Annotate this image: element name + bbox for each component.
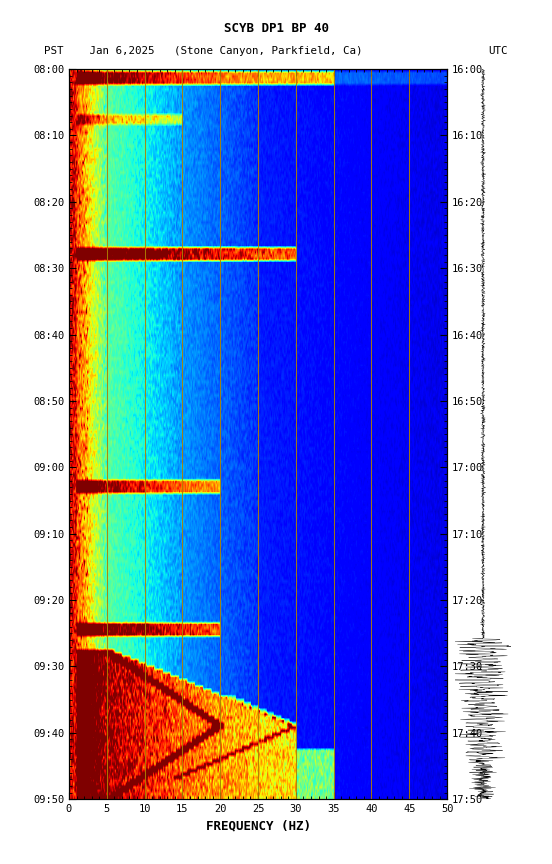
Text: UTC: UTC <box>489 46 508 56</box>
Text: SCYB DP1 BP 40: SCYB DP1 BP 40 <box>224 22 328 35</box>
X-axis label: FREQUENCY (HZ): FREQUENCY (HZ) <box>205 820 311 833</box>
Text: PST    Jan 6,2025   (Stone Canyon, Parkfield, Ca): PST Jan 6,2025 (Stone Canyon, Parkfield,… <box>44 46 363 56</box>
